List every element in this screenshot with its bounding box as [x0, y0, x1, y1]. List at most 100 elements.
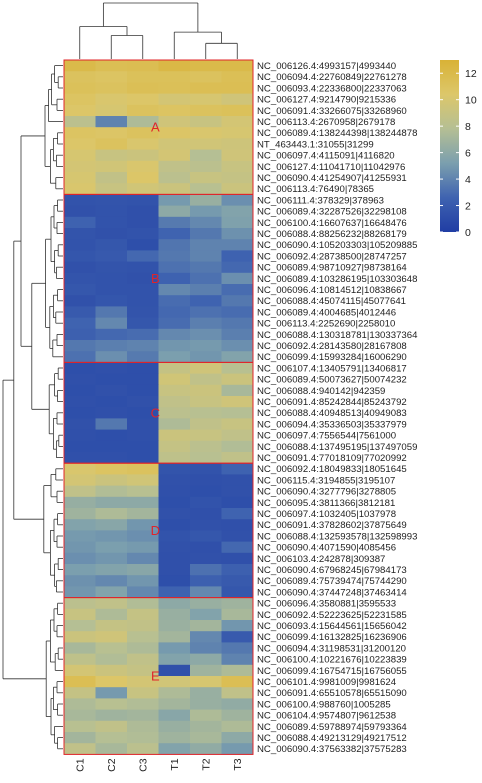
heatmap-cell	[95, 351, 128, 363]
heatmap-cell	[127, 720, 159, 733]
heatmap-cell	[158, 653, 191, 666]
heatmap-cell	[127, 586, 159, 598]
row-label: NC_006092.4:28143580|28167808	[257, 341, 407, 352]
heatmap-cell	[64, 620, 96, 632]
heatmap-cell	[95, 149, 128, 162]
heatmap-cell	[221, 272, 254, 285]
heatmap-cell	[190, 82, 222, 94]
column-label: T2	[201, 758, 213, 770]
legend-tick-label: 2	[465, 200, 471, 212]
heatmap-cell	[127, 407, 159, 419]
heatmap-cell	[190, 272, 222, 285]
heatmap-cell	[64, 328, 96, 341]
heatmap-cell	[190, 698, 222, 710]
heatmap-cell	[221, 642, 254, 654]
heatmap-cell	[158, 138, 191, 150]
heatmap-cell	[95, 160, 128, 173]
heatmap-cell	[64, 172, 96, 184]
row-label: NC_006088.4:40948513|40949083	[257, 408, 407, 419]
heatmap-cell	[190, 631, 222, 643]
heatmap-cell	[127, 396, 159, 408]
heatmap-cell	[221, 586, 254, 598]
heatmap-cell	[190, 474, 222, 486]
heatmap-cell	[95, 138, 128, 150]
heatmap-cell	[95, 306, 128, 318]
heatmap-cell	[64, 519, 96, 531]
heatmap-cell	[221, 93, 254, 106]
row-label: NC_006092.4:18049833|18051645	[257, 464, 407, 475]
heatmap-cell	[190, 463, 222, 475]
row-label: NC_006096.4:3580881|3595533	[257, 599, 396, 610]
legend-tick-label: 6	[465, 147, 471, 159]
row-label: NC_006099.4:15993284|16006290	[257, 352, 407, 363]
row-labels: NC_006126.4:4993157|4993440NC_006094.4:2…	[257, 61, 418, 755]
heatmap-cell	[95, 429, 128, 442]
heatmap-cell	[127, 228, 159, 240]
heatmap-cell	[190, 160, 222, 173]
heatmap-cell	[95, 60, 128, 72]
heatmap-cell	[64, 575, 96, 587]
row-label: NC_006096.4:10814512|10838667	[257, 285, 407, 296]
heatmap-cell	[221, 676, 254, 688]
heatmap-cell	[158, 60, 191, 72]
heatmap-cell	[127, 418, 159, 430]
heatmap-cell	[221, 295, 254, 307]
heatmap-cell	[127, 340, 159, 352]
heatmap-cell	[64, 362, 96, 374]
heatmap-cell	[221, 127, 254, 139]
heatmap-cell	[64, 687, 96, 699]
heatmap-cell	[95, 250, 128, 262]
heatmap-cell	[158, 328, 191, 341]
heatmap-cell	[64, 452, 96, 464]
heatmap-cell	[127, 384, 159, 397]
row-label: NC_006094.4:22760849|22761278	[257, 72, 407, 83]
heatmap-cell	[158, 306, 191, 318]
row-label: NC_006126.4:4993157|4993440	[257, 61, 396, 72]
heatmap-cell	[221, 519, 254, 531]
heatmap-cell	[190, 452, 222, 464]
row-label: NC_006091.4:33266075|33268960	[257, 106, 407, 117]
row-label: NC_006113.4:2252690|2258010	[257, 319, 395, 330]
cluster-boxes: A B C D E	[63, 59, 254, 755]
heatmap-cell	[221, 328, 254, 341]
heatmap-cell	[95, 519, 128, 531]
heatmap-cell	[190, 340, 222, 352]
heatmap-cell	[127, 71, 159, 83]
heatmap-cell	[64, 642, 96, 654]
heatmap-cell	[64, 183, 96, 195]
heatmap-cell	[95, 631, 128, 643]
heatmap-cell	[158, 216, 191, 229]
heatmap-cell	[190, 575, 222, 587]
heatmap-cell	[127, 104, 159, 117]
legend-color-bar	[440, 60, 459, 232]
legend-tick-label: 12	[465, 68, 477, 80]
heatmap-cell	[64, 60, 96, 72]
row-label: NC_006088.4:130318781|130337364	[257, 330, 418, 341]
heatmap-cell	[158, 687, 191, 699]
heatmap-cell	[64, 676, 96, 688]
heatmap-cell	[95, 284, 128, 296]
heatmap-cell	[158, 496, 191, 509]
heatmap-cell	[190, 183, 222, 195]
row-label: NC_006088.4:940142|942359	[257, 386, 385, 397]
heatmap-cell	[221, 205, 254, 218]
heatmap-cell	[127, 620, 159, 632]
heatmap-cell	[158, 440, 191, 453]
row-label: NC_006090.4:41254907|41255931	[257, 173, 407, 184]
heatmap-cell	[190, 541, 222, 554]
heatmap-cell	[127, 429, 159, 442]
heatmap-cell	[158, 373, 191, 386]
heatmap-cell	[190, 564, 222, 576]
heatmap-cell	[64, 384, 96, 397]
heatmap-cell	[158, 149, 191, 162]
heatmap-cell	[95, 116, 128, 128]
heatmap-cell	[158, 564, 191, 576]
row-label: NC_006088.4:137495195|137497059	[257, 442, 417, 453]
heatmap-cell	[221, 60, 254, 72]
heatmap-cell	[127, 138, 159, 150]
heatmap-cell	[64, 116, 96, 128]
heatmap-cell	[221, 687, 254, 699]
heatmap-cell	[190, 116, 222, 128]
row-label: NC_006089.4:75739474|75744290	[257, 576, 407, 587]
heatmap-cell	[221, 317, 254, 330]
